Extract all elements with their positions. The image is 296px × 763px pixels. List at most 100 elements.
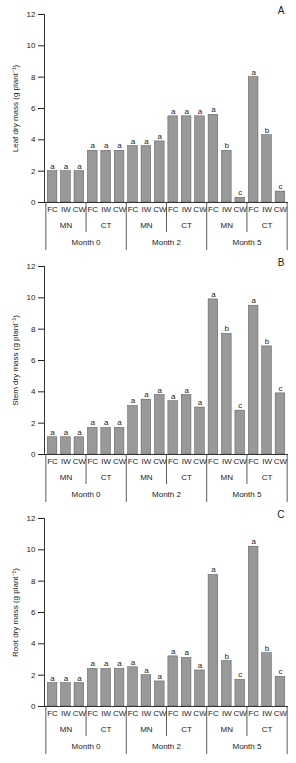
svg-text:FC: FC — [47, 205, 58, 214]
svg-text:MN: MN — [60, 221, 73, 230]
svg-text:FC: FC — [248, 205, 259, 214]
svg-text:a: a — [251, 68, 256, 77]
svg-text:a: a — [184, 107, 189, 116]
svg-text:2: 2 — [31, 671, 36, 680]
svg-text:12: 12 — [27, 10, 36, 19]
svg-text:a: a — [184, 386, 189, 395]
svg-text:a: a — [91, 659, 96, 668]
svg-text:c: c — [278, 667, 282, 676]
svg-text:FC: FC — [47, 457, 58, 466]
svg-text:CW: CW — [153, 205, 167, 214]
svg-text:10: 10 — [27, 545, 36, 554]
svg-text:a: a — [117, 418, 122, 427]
svg-text:FC: FC — [168, 205, 179, 214]
svg-text:CW: CW — [113, 457, 127, 466]
svg-text:10: 10 — [27, 41, 36, 50]
svg-text:IW: IW — [61, 709, 71, 718]
svg-text:c: c — [278, 384, 282, 393]
svg-text:a: a — [131, 396, 136, 405]
svg-text:FC: FC — [208, 457, 219, 466]
svg-text:0: 0 — [31, 702, 36, 711]
svg-text:FC: FC — [87, 205, 98, 214]
svg-text:a: a — [158, 672, 163, 681]
svg-text:b: b — [265, 644, 270, 653]
svg-text:IW: IW — [222, 457, 232, 466]
svg-text:a: a — [50, 162, 55, 171]
svg-text:IW: IW — [182, 709, 192, 718]
svg-text:a: a — [171, 647, 176, 656]
svg-text:MN: MN — [221, 221, 234, 230]
svg-text:a: a — [251, 296, 256, 305]
svg-text:IW: IW — [262, 205, 272, 214]
svg-text:a: a — [251, 537, 256, 546]
svg-text:8: 8 — [31, 73, 36, 82]
svg-text:c: c — [278, 182, 282, 191]
svg-text:b: b — [225, 141, 230, 150]
svg-text:a: a — [144, 390, 149, 399]
svg-text:CT: CT — [262, 725, 273, 734]
svg-text:a: a — [158, 386, 163, 395]
svg-text:12: 12 — [27, 262, 36, 271]
svg-text:Month 2: Month 2 — [152, 490, 181, 499]
svg-text:c: c — [238, 188, 242, 197]
svg-text:MN: MN — [221, 725, 234, 734]
svg-text:6: 6 — [31, 104, 36, 113]
svg-text:a: a — [77, 162, 82, 171]
svg-text:a: a — [131, 658, 136, 667]
svg-text:IW: IW — [141, 205, 151, 214]
svg-text:a: a — [50, 674, 55, 683]
svg-text:2: 2 — [31, 419, 36, 428]
svg-text:a: a — [117, 141, 122, 150]
svg-text:Month 2: Month 2 — [152, 742, 181, 751]
svg-text:CW: CW — [113, 205, 127, 214]
svg-text:FC: FC — [128, 457, 139, 466]
svg-text:IW: IW — [182, 457, 192, 466]
svg-text:2: 2 — [31, 167, 36, 176]
svg-text:c: c — [238, 670, 242, 679]
svg-text:A: A — [278, 5, 285, 16]
svg-text:IW: IW — [101, 205, 111, 214]
svg-text:a: a — [64, 162, 69, 171]
svg-text:CT: CT — [181, 221, 192, 230]
svg-text:6: 6 — [31, 608, 36, 617]
svg-text:a: a — [91, 141, 96, 150]
svg-text:FC: FC — [87, 709, 98, 718]
svg-text:CW: CW — [193, 205, 207, 214]
svg-text:CW: CW — [153, 709, 167, 718]
svg-text:IW: IW — [61, 457, 71, 466]
svg-text:c: c — [238, 401, 242, 410]
svg-text:10: 10 — [27, 293, 36, 302]
svg-text:IW: IW — [262, 709, 272, 718]
svg-text:MN: MN — [60, 473, 73, 482]
svg-text:CW: CW — [113, 709, 127, 718]
svg-text:FC: FC — [208, 205, 219, 214]
svg-text:a: a — [64, 674, 69, 683]
svg-text:IW: IW — [61, 205, 71, 214]
svg-text:8: 8 — [31, 325, 36, 334]
svg-text:FC: FC — [128, 205, 139, 214]
svg-text:CW: CW — [73, 205, 87, 214]
svg-text:CW: CW — [73, 457, 87, 466]
svg-text:Month 0: Month 0 — [72, 238, 101, 247]
svg-text:a: a — [64, 428, 69, 437]
svg-text:MN: MN — [60, 725, 73, 734]
svg-text:Month 5: Month 5 — [232, 742, 261, 751]
svg-text:CT: CT — [262, 473, 273, 482]
svg-text:MN: MN — [140, 473, 153, 482]
svg-text:CW: CW — [234, 457, 248, 466]
svg-text:FC: FC — [87, 457, 98, 466]
svg-text:C: C — [277, 509, 284, 520]
svg-text:a: a — [104, 418, 109, 427]
svg-text:CW: CW — [193, 709, 207, 718]
svg-text:4: 4 — [31, 135, 36, 144]
svg-text:CW: CW — [234, 205, 248, 214]
svg-text:CW: CW — [274, 709, 288, 718]
svg-text:Month 5: Month 5 — [232, 238, 261, 247]
svg-text:CT: CT — [101, 473, 112, 482]
svg-text:IW: IW — [222, 205, 232, 214]
svg-text:CW: CW — [274, 457, 288, 466]
svg-text:FC: FC — [168, 709, 179, 718]
svg-text:a: a — [104, 659, 109, 668]
svg-text:a: a — [211, 105, 216, 114]
svg-text:IW: IW — [222, 709, 232, 718]
